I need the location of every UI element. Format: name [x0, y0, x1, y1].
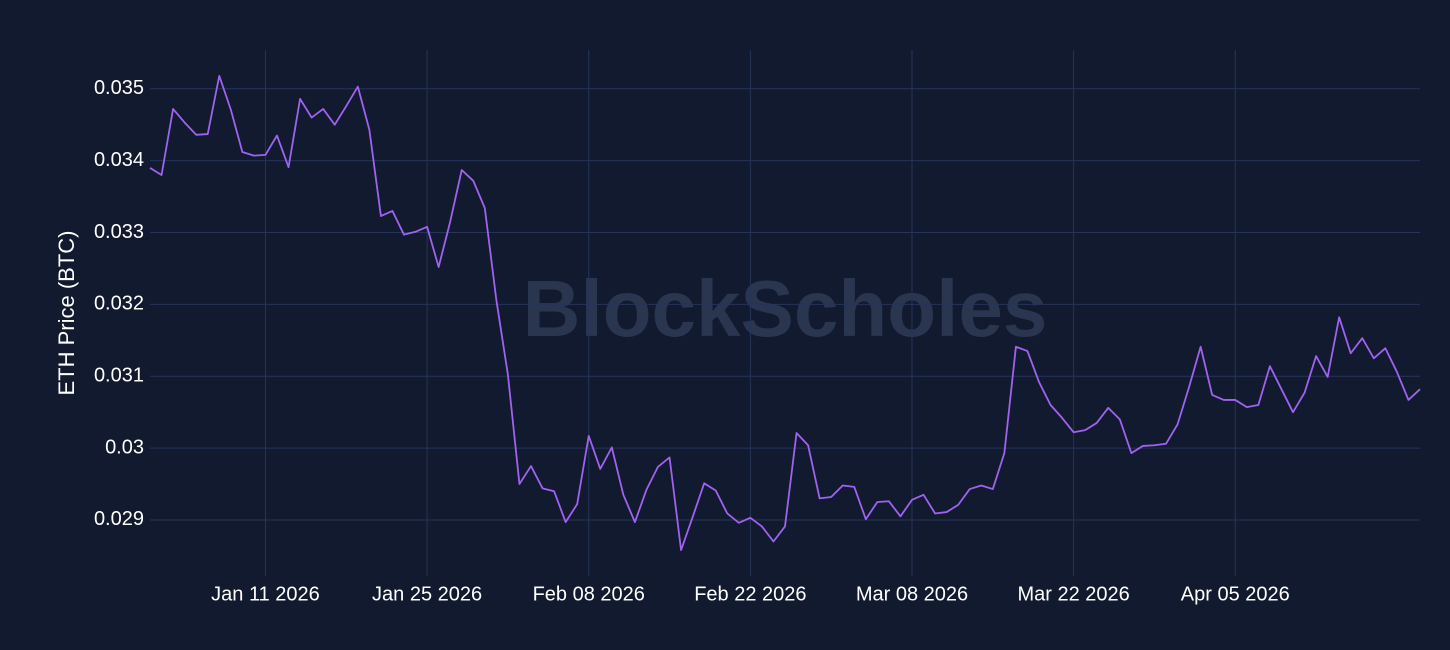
y-axis-label: ETH Price (BTC) — [54, 231, 79, 396]
x-tick-label: Jan 11 2026 — [211, 583, 320, 605]
y-tick-label: 0.031 — [94, 365, 144, 387]
y-tick-label: 0.033 — [94, 221, 144, 243]
x-tick-label: Apr 05 2026 — [1181, 583, 1290, 605]
x-tick-label: Jan 25 2026 — [372, 583, 482, 605]
y-tick-label: 0.035 — [94, 77, 144, 99]
y-tick-label: 0.03 — [105, 436, 144, 458]
x-tick-label: Mar 22 2026 — [1017, 583, 1129, 605]
y-tick-label: 0.032 — [94, 293, 144, 315]
x-tick-label: Mar 08 2026 — [856, 583, 968, 605]
y-tick-label: 0.029 — [94, 508, 144, 530]
x-tick-label: Feb 22 2026 — [694, 583, 806, 605]
x-tick-label: Feb 08 2026 — [533, 583, 645, 605]
watermark: BlockScholes — [523, 264, 1048, 353]
y-tick-label: 0.034 — [94, 149, 144, 171]
price-line — [149, 74, 1421, 552]
